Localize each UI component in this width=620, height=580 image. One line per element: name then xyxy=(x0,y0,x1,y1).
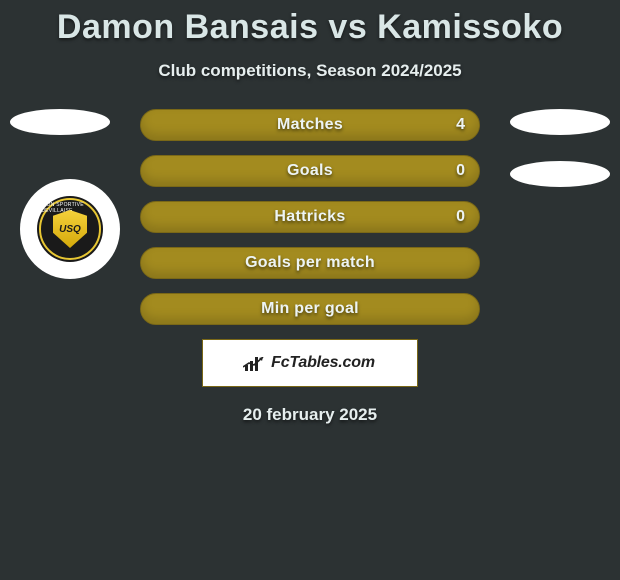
stat-value: 4 xyxy=(456,116,465,134)
stat-bar-min-per-goal: Min per goal xyxy=(140,293,480,325)
stat-value: 0 xyxy=(456,208,465,226)
stat-label: Hattricks xyxy=(274,208,345,226)
brand-attribution[interactable]: FcTables.com xyxy=(202,339,418,387)
player1-avatar-placeholder xyxy=(10,109,110,135)
season-subtitle: Club competitions, Season 2024/2025 xyxy=(0,61,620,81)
club-logo-inner: UNION SPORTIVE QUEVILLAISE USQ xyxy=(37,196,103,262)
bar-chart-icon xyxy=(245,355,265,371)
stat-value: 0 xyxy=(456,162,465,180)
stat-label: Goals xyxy=(287,162,333,180)
club-logo-shield-text: USQ xyxy=(59,224,81,235)
player2-avatar-placeholder xyxy=(510,109,610,135)
player1-club-logo: UNION SPORTIVE QUEVILLAISE USQ xyxy=(20,179,120,279)
stat-bars: Matches 4 Goals 0 Hattricks 0 Goals per … xyxy=(140,109,480,325)
player2-club-placeholder xyxy=(510,161,610,187)
stat-label: Matches xyxy=(277,116,343,134)
stat-label: Min per goal xyxy=(261,300,359,318)
page-title: Damon Bansais vs Kamissoko xyxy=(0,0,620,47)
brand-text: FcTables.com xyxy=(271,354,375,372)
stat-label: Goals per match xyxy=(245,254,375,272)
stat-bar-goals: Goals 0 xyxy=(140,155,480,187)
stat-bar-goals-per-match: Goals per match xyxy=(140,247,480,279)
club-logo-shield: USQ xyxy=(53,210,87,248)
stat-bar-hattricks: Hattricks 0 xyxy=(140,201,480,233)
comparison-panel: UNION SPORTIVE QUEVILLAISE USQ Matches 4… xyxy=(0,109,620,425)
snapshot-date: 20 february 2025 xyxy=(0,405,620,425)
stat-bar-matches: Matches 4 xyxy=(140,109,480,141)
